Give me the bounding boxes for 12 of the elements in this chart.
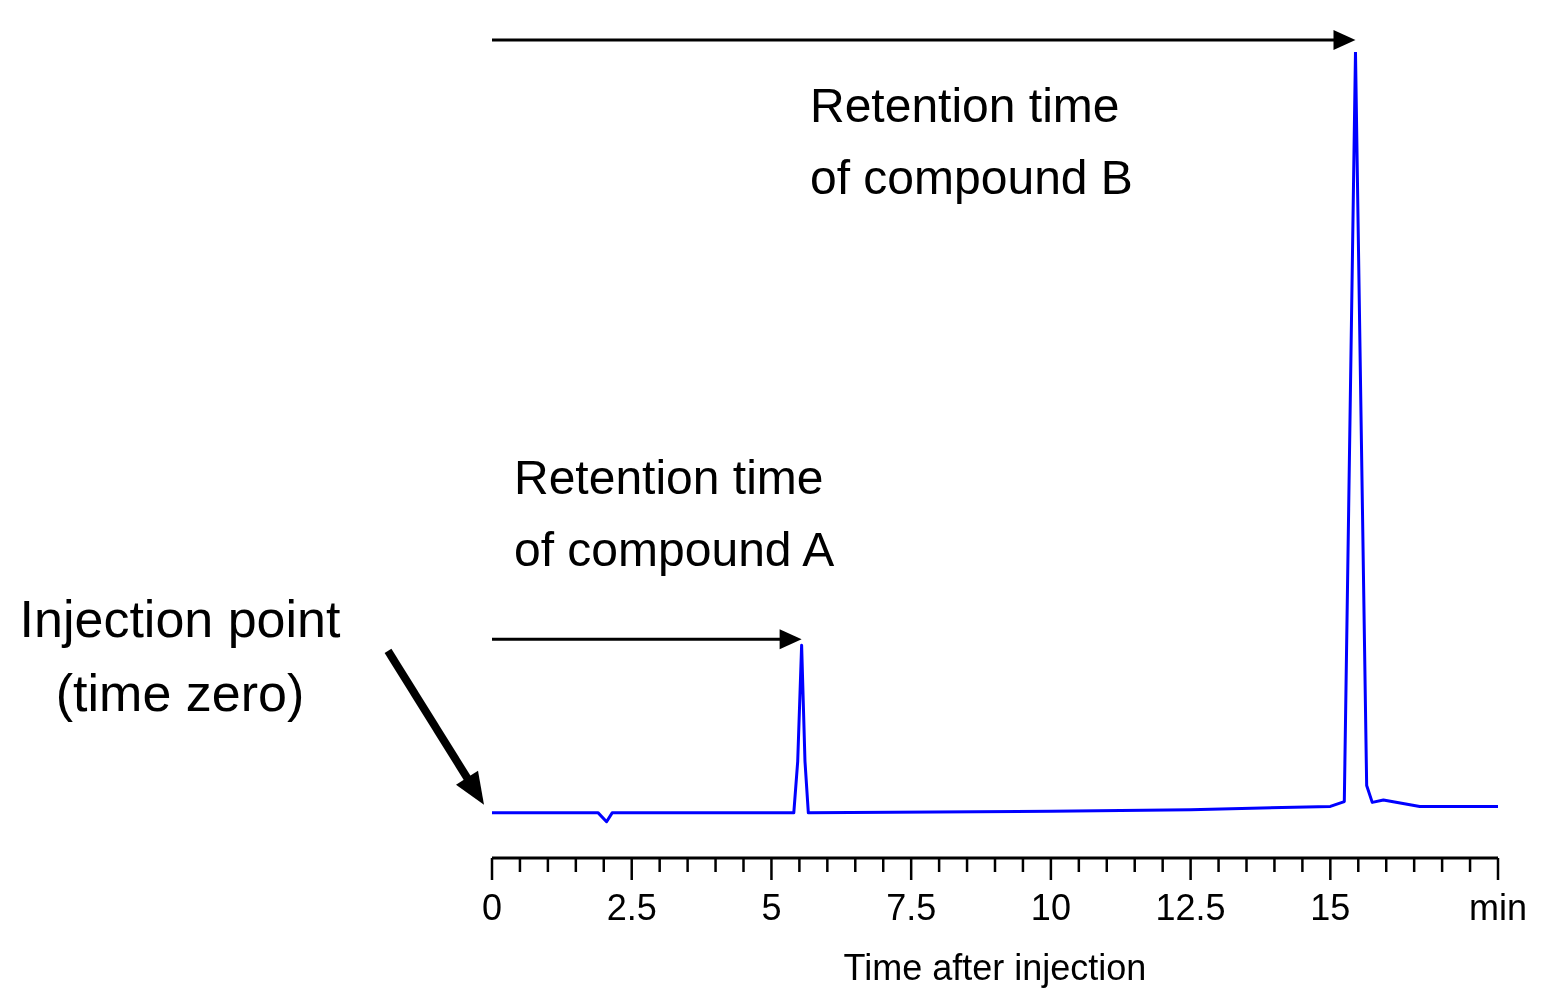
- x-tick-label: 10: [1030, 887, 1071, 928]
- annotation: Retention time of compound B: [810, 79, 1133, 204]
- annotation: Retention time of compound A: [514, 451, 835, 577]
- x-tick-label: 15: [1310, 887, 1351, 928]
- text: Injection point (time zero): [19, 589, 341, 722]
- x-tick-label: 2.5: [606, 887, 657, 928]
- x-tick-label: 0: [481, 887, 503, 928]
- x-tick-label: 7.5: [886, 887, 937, 928]
- x-tick-label: 5: [761, 887, 782, 928]
- x-tick-label: 12.5: [1155, 887, 1226, 928]
- x-axis-title: Time after injection: [843, 947, 1147, 988]
- x-tick-label: min: [1468, 887, 1528, 928]
